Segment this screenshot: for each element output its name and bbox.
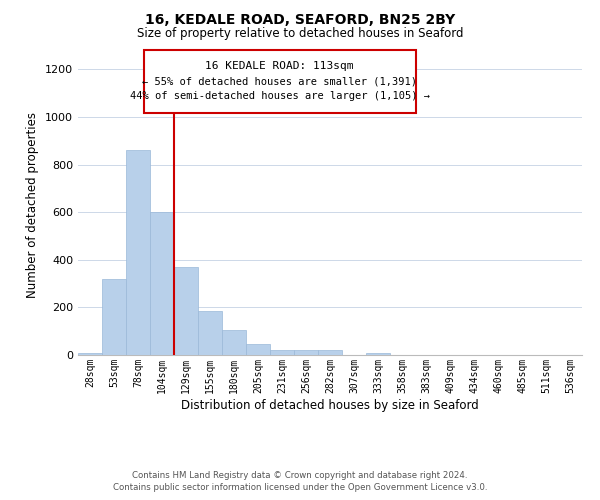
Bar [126,150,150,355]
Bar [270,350,294,355]
Bar [174,267,198,355]
Bar [366,352,390,355]
Y-axis label: Number of detached properties: Number of detached properties [26,112,40,298]
Bar [150,212,174,355]
X-axis label: Distribution of detached houses by size in Seaford: Distribution of detached houses by size … [181,398,479,411]
Text: Contains HM Land Registry data © Crown copyright and database right 2024.
Contai: Contains HM Land Registry data © Crown c… [113,471,487,492]
Text: 44% of semi-detached houses are larger (1,105) →: 44% of semi-detached houses are larger (… [130,91,430,101]
Text: 16 KEDALE ROAD: 113sqm: 16 KEDALE ROAD: 113sqm [205,61,354,71]
Text: 16, KEDALE ROAD, SEAFORD, BN25 2BY: 16, KEDALE ROAD, SEAFORD, BN25 2BY [145,12,455,26]
Text: Size of property relative to detached houses in Seaford: Size of property relative to detached ho… [137,28,463,40]
Bar [78,352,102,355]
Bar [198,311,222,355]
Bar [246,344,270,355]
Text: ← 55% of detached houses are smaller (1,391): ← 55% of detached houses are smaller (1,… [142,76,417,86]
Bar [102,279,126,355]
Bar [222,330,246,355]
Bar [294,350,318,355]
FancyBboxPatch shape [143,50,416,114]
Bar [318,350,342,355]
